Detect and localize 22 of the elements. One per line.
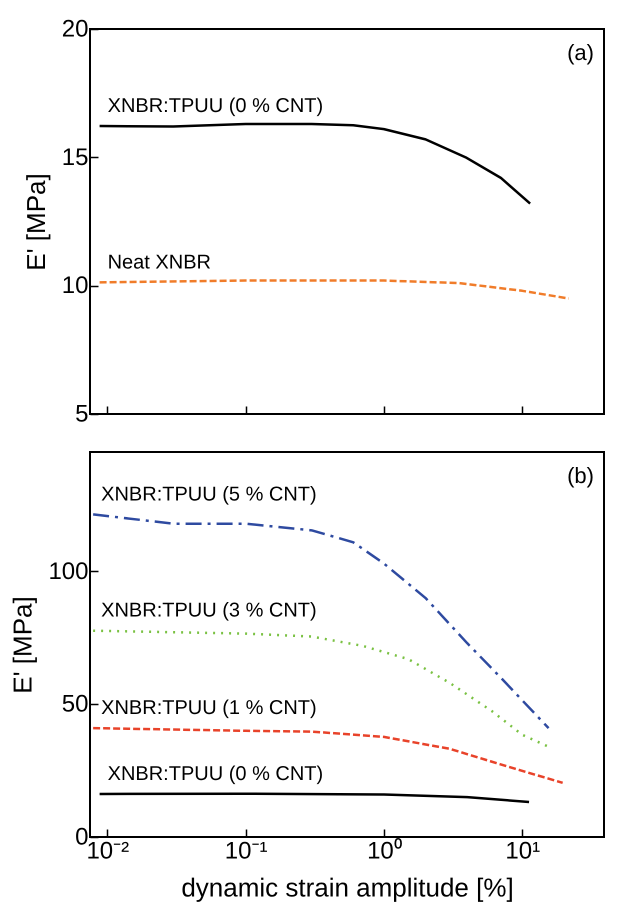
y-tick-label: 50 — [62, 690, 88, 718]
y-tick-label: 15 — [62, 144, 88, 171]
x-tick-label: 10¹ — [505, 838, 540, 864]
x-tick-label: 10⁻¹ — [224, 838, 268, 864]
y-tick-label: 10 — [62, 272, 88, 300]
series-label: XNBR:TPUU (0 % CNT) — [108, 762, 324, 785]
x-tick-label: 10⁻² — [86, 838, 130, 864]
y-tick-label: 20 — [62, 16, 88, 42]
y-axis-title: E' [MPa] — [20, 173, 51, 271]
y-tick-label: 0 — [75, 824, 88, 850]
x-axis-title: dynamic strain amplitude [%] — [181, 872, 514, 902]
series-label: XNBR:TPUU (1 % CNT) — [101, 697, 317, 720]
series-label: Neat XNBR — [108, 251, 211, 274]
y-tick-label: 100 — [48, 558, 88, 585]
annotation: (b) — [567, 463, 594, 488]
y-axis-title: E' [MPa] — [7, 596, 38, 694]
y-tick-label: 5 — [75, 400, 88, 428]
series-label: XNBR:TPUU (5 % CNT) — [101, 483, 317, 506]
series-label: XNBR:TPUU (0 % CNT) — [108, 95, 324, 118]
series-label: XNBR:TPUU (3 % CNT) — [101, 600, 317, 622]
x-tick-label: 10⁰ — [367, 838, 402, 864]
annotation: (a) — [567, 40, 594, 65]
